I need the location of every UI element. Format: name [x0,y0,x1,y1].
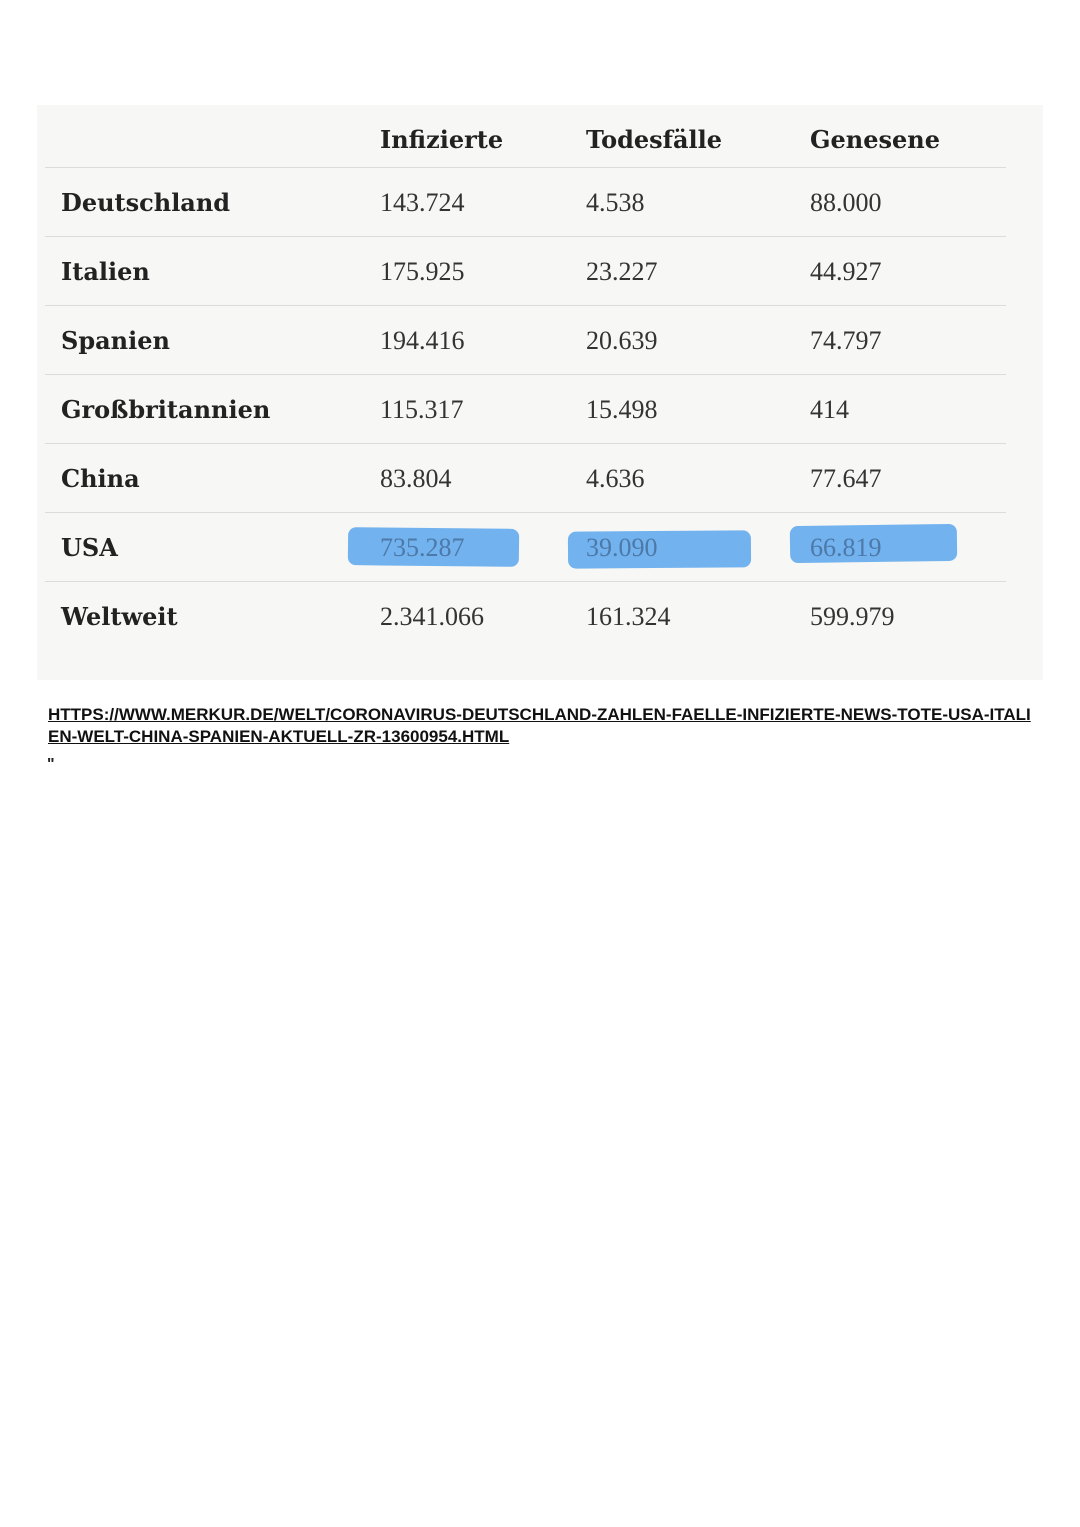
quote-mark: " [47,756,55,773]
table-row: Weltweit 2.341.066 161.324 599.979 [45,581,1006,651]
todesfaelle-value: 23.227 [586,257,658,286]
infizierte-value: 115.317 [380,395,464,424]
country-name: USA [61,533,118,562]
country-name: Italien [61,257,150,286]
table-row: China 83.804 4.636 77.647 [45,443,1006,513]
todesfaelle-value: 4.538 [586,188,645,217]
infizierte-value: 83.804 [380,464,452,493]
genesene-value: 414 [810,395,849,424]
infizierte-value: 735.287 [380,533,465,562]
table-row: Deutschland 143.724 4.538 88.000 [45,167,1006,237]
column-header-infizierte: Infizierte [380,125,504,154]
table-row: Spanien 194.416 20.639 74.797 [45,305,1006,375]
todesfaelle-value: 15.498 [586,395,658,424]
table-row: Italien 175.925 23.227 44.927 [45,236,1006,306]
todesfaelle-value: 161.324 [586,602,671,631]
statistics-table: Infizierte Todesfälle Genesene Deutschla… [37,105,1043,680]
column-header-todesfaelle: Todesfälle [586,125,723,154]
country-name: Deutschland [61,188,231,217]
genesene-value: 599.979 [810,602,895,631]
country-name: Spanien [61,326,170,355]
genesene-value: 66.819 [810,533,882,562]
table-row: Großbritannien 115.317 15.498 414 [45,374,1006,444]
todesfaelle-value: 4.636 [586,464,645,493]
genesene-value: 44.927 [810,257,882,286]
source-link[interactable]: HTTPS://WWW.MERKUR.DE/WELT/CORONAVIRUS-D… [48,705,1031,746]
infizierte-value: 175.925 [380,257,465,286]
todesfaelle-value: 39.090 [586,533,658,562]
table-row-highlighted: USA 735.287 39.090 66.819 [45,512,1006,582]
infizierte-value: 2.341.066 [380,602,484,631]
genesene-value: 88.000 [810,188,882,217]
genesene-value: 77.647 [810,464,882,493]
table-header-row: Infizierte Todesfälle Genesene [45,105,1006,174]
genesene-value: 74.797 [810,326,882,355]
country-name: Weltweit [61,602,178,631]
country-name: Großbritannien [61,395,271,424]
infizierte-value: 143.724 [380,188,465,217]
country-name: China [61,464,140,493]
column-header-genesene: Genesene [810,125,940,154]
infizierte-value: 194.416 [380,326,465,355]
todesfaelle-value: 20.639 [586,326,658,355]
